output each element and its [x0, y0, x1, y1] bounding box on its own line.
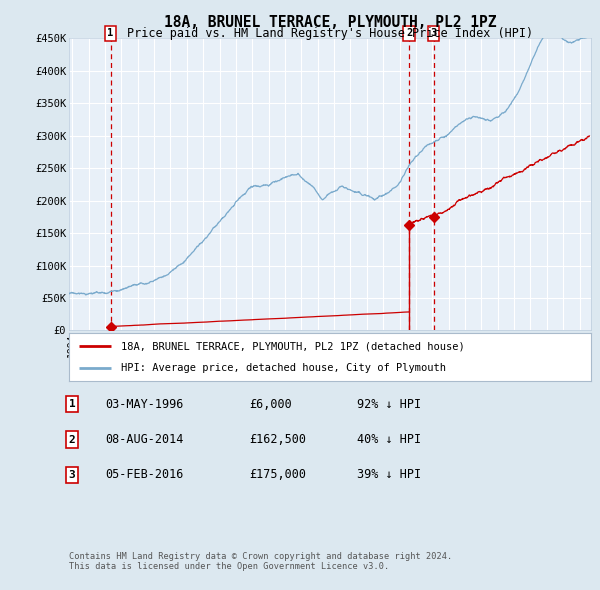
- Text: 92% ↓ HPI: 92% ↓ HPI: [357, 398, 421, 411]
- Text: Price paid vs. HM Land Registry's House Price Index (HPI): Price paid vs. HM Land Registry's House …: [127, 27, 533, 40]
- Text: 2: 2: [406, 28, 412, 38]
- Text: 08-AUG-2014: 08-AUG-2014: [105, 433, 184, 446]
- Text: £162,500: £162,500: [249, 433, 306, 446]
- Text: 05-FEB-2016: 05-FEB-2016: [105, 468, 184, 481]
- Text: 1: 1: [107, 28, 113, 38]
- Text: 18A, BRUNEL TERRACE, PLYMOUTH, PL2 1PZ: 18A, BRUNEL TERRACE, PLYMOUTH, PL2 1PZ: [164, 15, 496, 30]
- Text: 3: 3: [431, 28, 437, 38]
- Text: 40% ↓ HPI: 40% ↓ HPI: [357, 433, 421, 446]
- Text: 2: 2: [68, 435, 76, 444]
- Text: 39% ↓ HPI: 39% ↓ HPI: [357, 468, 421, 481]
- Text: 3: 3: [68, 470, 76, 480]
- Text: 03-MAY-1996: 03-MAY-1996: [105, 398, 184, 411]
- Text: £175,000: £175,000: [249, 468, 306, 481]
- Text: 18A, BRUNEL TERRACE, PLYMOUTH, PL2 1PZ (detached house): 18A, BRUNEL TERRACE, PLYMOUTH, PL2 1PZ (…: [121, 341, 465, 351]
- Text: 1: 1: [68, 399, 76, 409]
- Text: £6,000: £6,000: [249, 398, 292, 411]
- Text: HPI: Average price, detached house, City of Plymouth: HPI: Average price, detached house, City…: [121, 363, 446, 373]
- Text: Contains HM Land Registry data © Crown copyright and database right 2024.
This d: Contains HM Land Registry data © Crown c…: [69, 552, 452, 571]
